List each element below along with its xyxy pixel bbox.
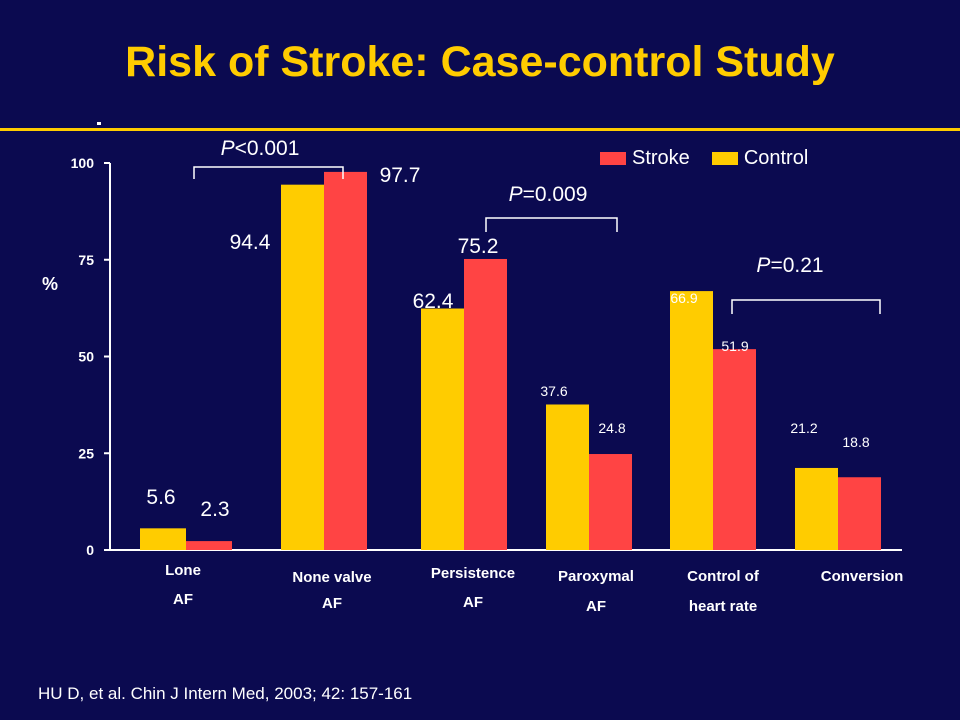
p-value-label: P=0.009 bbox=[509, 183, 588, 206]
legend: Stroke Control bbox=[600, 146, 808, 170]
bar-control bbox=[421, 308, 464, 550]
data-label-stroke: 97.7 bbox=[380, 164, 421, 187]
bar-control bbox=[281, 184, 324, 550]
legend-label-control: Control bbox=[743, 146, 809, 169]
category-label: AF bbox=[322, 595, 342, 612]
category-label: Conversion bbox=[821, 568, 904, 585]
data-label-stroke: 51.9 bbox=[721, 338, 748, 354]
category-label: Lone bbox=[165, 562, 201, 579]
y-tick-label: 0 bbox=[86, 542, 94, 558]
data-label-stroke: 18.8 bbox=[842, 434, 869, 450]
significance-bracket bbox=[731, 299, 881, 314]
bar-stroke bbox=[324, 171, 367, 550]
data-label-control: 37.6 bbox=[540, 383, 567, 399]
p-value-letter: P bbox=[221, 137, 235, 160]
bar-control bbox=[795, 467, 838, 550]
data-label-stroke: 2.3 bbox=[200, 498, 229, 521]
p-value-label: P=0.21 bbox=[756, 254, 823, 277]
data-label-control: 66.9 bbox=[670, 290, 697, 306]
legend-swatch-control bbox=[711, 151, 738, 165]
p-value-text: =0.009 bbox=[523, 183, 588, 206]
bar-stroke bbox=[838, 477, 881, 550]
y-tick-label: 100 bbox=[71, 155, 95, 171]
bar-stroke bbox=[589, 454, 632, 550]
title-rule-tick bbox=[97, 122, 101, 125]
y-tick-label: 25 bbox=[78, 445, 94, 461]
category-label: AF bbox=[586, 598, 606, 615]
data-label-control: 5.6 bbox=[146, 486, 175, 509]
bar-stroke bbox=[186, 541, 232, 550]
y-tick-label: 75 bbox=[78, 252, 94, 268]
p-value-text: <0.001 bbox=[235, 137, 300, 160]
p-value-text: =0.21 bbox=[770, 254, 823, 277]
p-value-letter: P bbox=[756, 254, 770, 277]
title-underline bbox=[0, 128, 960, 131]
data-label-control: 62.4 bbox=[413, 290, 454, 313]
chart-title: Risk of Stroke: Case-control Study bbox=[125, 38, 835, 86]
citation: HU D, et al. Chin J Intern Med, 2003; 42… bbox=[38, 684, 413, 703]
bar-control bbox=[670, 291, 713, 550]
category-label: Persistence bbox=[431, 565, 515, 582]
category-label: Paroxymal bbox=[558, 568, 634, 585]
data-label-control: 94.4 bbox=[230, 231, 271, 254]
data-label-stroke: 24.8 bbox=[598, 420, 625, 436]
y-tick-label: 50 bbox=[78, 349, 94, 365]
category-label: Control of bbox=[687, 568, 760, 585]
bar-control bbox=[140, 528, 186, 550]
bar-stroke bbox=[464, 258, 507, 550]
bar-control bbox=[546, 404, 589, 550]
category-label: AF bbox=[173, 591, 193, 608]
bar-stroke bbox=[713, 349, 756, 550]
p-value-label: P<0.001 bbox=[221, 137, 300, 160]
data-label-stroke: 75.2 bbox=[458, 235, 499, 258]
category-label: None valve bbox=[292, 569, 371, 586]
y-axis-label: % bbox=[42, 274, 58, 294]
significance-bracket bbox=[193, 166, 344, 179]
significance-bracket bbox=[485, 217, 618, 232]
p-value-letter: P bbox=[509, 183, 523, 206]
category-label: AF bbox=[463, 594, 483, 611]
category-label: heart rate bbox=[689, 598, 757, 615]
legend-label-stroke: Stroke bbox=[632, 146, 690, 169]
legend-swatch-stroke bbox=[600, 151, 626, 165]
data-label-control: 21.2 bbox=[790, 420, 817, 436]
